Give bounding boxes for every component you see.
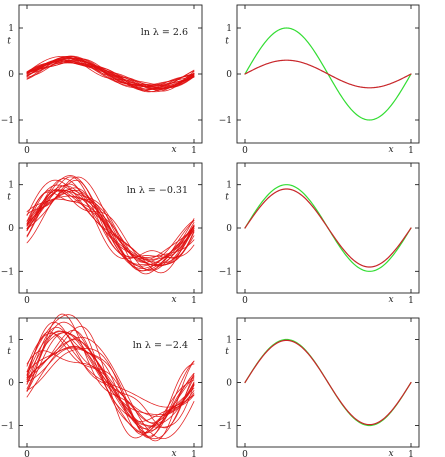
chart-panel-1: 0 1 1 0 −1 x t ln λ = 2.6 [1, 4, 203, 156]
x-tick-label: 0 [24, 146, 30, 156]
sample-curve [26, 60, 195, 91]
x-tick-label: 0 [242, 146, 248, 156]
sample-curve [26, 60, 195, 88]
sample-curve [26, 184, 195, 264]
x-tick-label: 1 [408, 450, 414, 457]
sample-curve [26, 345, 195, 429]
sample-curve [26, 56, 195, 89]
x-axis-label: x [171, 295, 176, 305]
sample-curve [26, 189, 195, 275]
x-tick-label: 1 [191, 146, 197, 156]
sample-curve [26, 350, 195, 422]
mean-fit-curve [244, 188, 412, 268]
x-axis-label: x [388, 145, 393, 155]
x-tick-label: 1 [408, 146, 414, 156]
chart-panel-6: 0 1 1 0 −1 x t [219, 317, 420, 457]
y-axis-label: t [225, 37, 229, 47]
y-tick-label: 0 [226, 379, 232, 389]
lambda-annotation: ln λ = −0.31 [127, 185, 188, 196]
y-tick-label: −1 [1, 267, 14, 277]
y-tick-label: −1 [1, 422, 14, 432]
sample-curve [26, 346, 195, 427]
chart-panel-2: 0 1 1 0 −1 x t [219, 4, 420, 156]
y-tick-label: −1 [219, 116, 232, 126]
y-tick-label: −1 [219, 422, 232, 432]
x-tick-label: 1 [191, 296, 197, 306]
sample-curve [26, 59, 195, 87]
sample-curve [26, 321, 195, 424]
sample-curve [26, 57, 195, 92]
x-axis-label: x [171, 449, 176, 457]
y-axis-label: t [7, 192, 11, 202]
x-tick-label: 0 [242, 450, 248, 457]
sample-curve [26, 195, 195, 258]
x-axis-label: x [388, 449, 393, 457]
x-axis-label: x [388, 295, 393, 305]
sample-curve [26, 189, 195, 272]
sample-curve [26, 313, 195, 425]
mean-fit-curve [244, 59, 412, 89]
y-tick-label: 1 [8, 181, 14, 191]
sample-curve [26, 60, 195, 91]
sample-curve [26, 179, 195, 266]
y-tick-label: 1 [226, 181, 232, 191]
x-tick-label: 1 [191, 450, 197, 457]
sample-curve [26, 336, 195, 440]
y-tick-label: 1 [8, 24, 14, 34]
y-tick-label: −1 [219, 267, 232, 277]
y-tick-label: 0 [226, 224, 232, 234]
y-tick-label: 0 [226, 70, 232, 80]
sample-curve [26, 329, 195, 431]
y-tick-label: 1 [226, 336, 232, 346]
x-tick-label: 1 [408, 296, 414, 306]
y-axis-label: t [7, 37, 11, 47]
lambda-annotation: ln λ = 2.6 [141, 27, 188, 38]
y-tick-label: 0 [8, 224, 14, 234]
chart-panel-5: 0 1 1 0 −1 x t ln λ = −2.4 [1, 313, 203, 457]
chart-panel-3: 0 1 1 0 −1 x t ln λ = −0.31 [1, 162, 203, 306]
lambda-annotation: ln λ = −2.4 [133, 340, 188, 351]
y-axis-label: t [225, 192, 229, 202]
x-tick-label: 0 [24, 296, 30, 306]
y-tick-label: 0 [8, 379, 14, 389]
x-tick-label: 0 [24, 450, 30, 457]
y-tick-label: 0 [8, 70, 14, 80]
mean-fit-curve [244, 339, 412, 426]
chart-panel-4: 0 1 1 0 −1 x t [219, 162, 420, 306]
sample-curve [26, 332, 195, 434]
y-axis-label: t [7, 347, 11, 357]
y-tick-label: −1 [1, 116, 14, 126]
y-axis-label: t [225, 347, 229, 357]
y-tick-label: 1 [8, 336, 14, 346]
sample-curve [26, 330, 195, 442]
sample-curve [26, 326, 195, 439]
y-tick-label: 1 [226, 24, 232, 34]
x-axis-label: x [171, 145, 176, 155]
x-tick-label: 0 [242, 296, 248, 306]
